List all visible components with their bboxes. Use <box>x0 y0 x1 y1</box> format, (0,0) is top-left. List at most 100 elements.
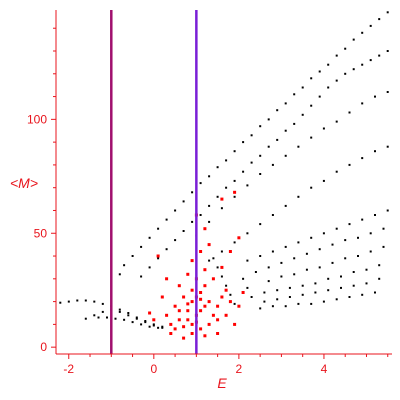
data-point <box>344 72 347 75</box>
x-tick-label: 4 <box>321 362 328 376</box>
highlighted-data-point <box>224 288 228 292</box>
highlighted-data-point <box>207 243 211 247</box>
highlighted-data-point <box>165 277 169 281</box>
data-point <box>144 320 147 322</box>
highlighted-data-point <box>233 190 237 194</box>
data-point <box>369 232 372 235</box>
highlighted-data-point <box>199 297 203 301</box>
data-point <box>318 248 321 251</box>
data-point <box>327 63 330 66</box>
data-point <box>318 266 321 269</box>
data-point <box>369 250 372 253</box>
data-point <box>361 102 364 105</box>
data-point <box>93 314 96 317</box>
data-point <box>152 323 155 326</box>
data-point <box>216 195 219 198</box>
data-point <box>250 161 253 164</box>
data-point <box>318 95 321 98</box>
data-point <box>259 154 262 157</box>
data-point <box>369 59 372 62</box>
highlighted-data-point <box>237 304 241 308</box>
highlighted-data-point <box>165 313 169 317</box>
highlighted-data-point <box>199 250 203 253</box>
highlighted-data-point <box>190 332 194 335</box>
data-point <box>59 301 62 304</box>
x-tick-label: 0 <box>150 362 157 376</box>
data-point <box>114 317 117 320</box>
highlighted-data-point <box>177 309 181 313</box>
data-point <box>174 209 177 212</box>
highlighted-data-point <box>237 236 241 240</box>
data-point <box>361 31 364 34</box>
highlighted-data-point <box>228 250 232 253</box>
x-tick-label: 2 <box>236 362 243 376</box>
data-point <box>140 323 143 326</box>
data-point <box>310 302 313 305</box>
highlighted-data-point <box>224 313 228 317</box>
data-point <box>263 291 266 294</box>
data-point <box>327 277 330 280</box>
data-point <box>157 257 160 260</box>
data-point <box>67 300 70 303</box>
data-point <box>242 277 245 280</box>
highlighted-data-point <box>203 284 207 288</box>
data-point <box>271 250 274 253</box>
data-point <box>216 166 219 169</box>
data-point <box>335 298 338 301</box>
data-point <box>246 232 249 235</box>
data-point <box>335 120 338 123</box>
data-point <box>374 291 376 294</box>
data-point <box>297 302 300 305</box>
data-point <box>348 111 351 114</box>
data-point <box>314 282 317 285</box>
data-point <box>348 296 351 298</box>
x-axis-label: E <box>217 375 227 391</box>
data-point <box>365 268 368 271</box>
data-point <box>322 179 325 182</box>
data-point <box>305 268 308 271</box>
data-point <box>301 86 304 89</box>
data-point <box>288 296 291 298</box>
data-point <box>293 273 296 276</box>
y-tick-label: 50 <box>34 226 48 240</box>
highlighted-data-point <box>160 295 164 299</box>
highlighted-data-point <box>190 300 194 304</box>
data-point <box>378 54 381 57</box>
data-point <box>276 109 279 112</box>
data-point <box>305 252 308 255</box>
data-point <box>386 209 389 212</box>
data-point <box>216 266 219 269</box>
data-point <box>322 232 325 235</box>
data-point <box>297 241 300 244</box>
data-point <box>250 296 253 298</box>
highlighted-data-point <box>233 322 237 326</box>
highlighted-data-point <box>148 311 152 315</box>
data-point <box>386 50 389 52</box>
data-point <box>127 314 130 317</box>
data-point <box>352 271 355 273</box>
highlighted-data-point <box>182 295 186 299</box>
data-point <box>310 186 313 189</box>
data-point <box>271 305 274 308</box>
data-point <box>335 227 338 230</box>
data-point <box>106 316 108 319</box>
data-point <box>340 286 342 289</box>
data-point <box>220 207 223 210</box>
data-point <box>386 11 389 14</box>
data-point <box>259 223 262 226</box>
highlighted-data-point <box>182 336 186 340</box>
data-point <box>382 245 385 248</box>
data-point <box>361 63 364 66</box>
data-point <box>293 93 296 96</box>
data-point <box>123 318 126 321</box>
highlighted-data-point <box>216 332 220 335</box>
data-point <box>131 255 134 257</box>
data-point <box>374 214 376 216</box>
data-point <box>246 286 249 289</box>
data-point <box>335 79 338 82</box>
data-point <box>340 275 342 278</box>
data-point <box>386 145 389 148</box>
highlighted-data-point <box>186 272 190 276</box>
highlighted-data-point <box>182 325 186 329</box>
highlighted-data-point <box>190 288 194 292</box>
